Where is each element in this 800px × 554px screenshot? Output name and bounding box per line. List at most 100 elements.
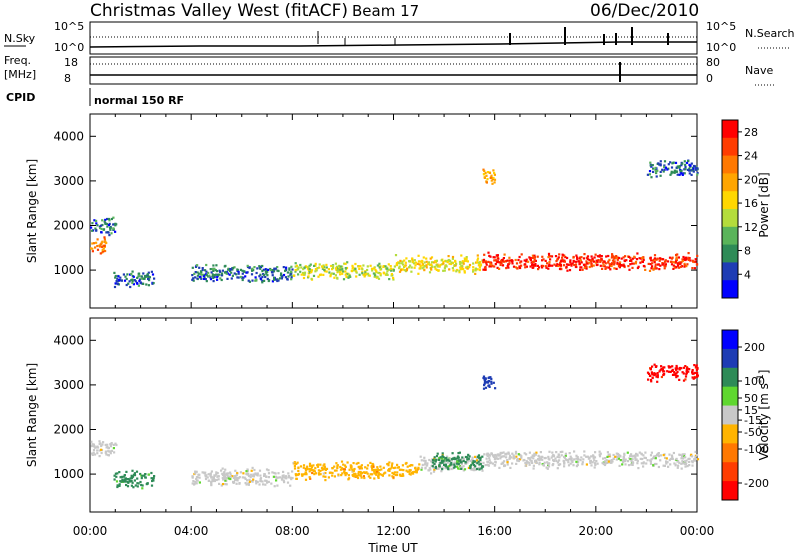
velocity-cell	[226, 475, 229, 478]
velocity-cell	[322, 472, 325, 475]
power-cell	[583, 266, 586, 270]
velocity-cell	[663, 464, 666, 467]
power-cell	[682, 255, 685, 259]
power-cell	[255, 278, 258, 281]
velocity-cell	[297, 472, 301, 475]
power-cell	[614, 257, 617, 260]
power-cell	[556, 257, 559, 260]
velocity-cell	[297, 466, 300, 469]
velocity-cell	[681, 453, 684, 456]
power-cell	[212, 269, 215, 272]
velocity-cell	[392, 472, 395, 475]
velocity-cell	[483, 382, 486, 385]
power-cell	[201, 267, 204, 270]
power-cell	[647, 262, 650, 265]
velocity-cell	[409, 473, 412, 476]
velocity-cell	[631, 462, 634, 465]
power-cell	[300, 266, 303, 269]
power-cell	[594, 253, 597, 256]
power-cell	[695, 167, 698, 170]
velocity-cell	[359, 472, 362, 475]
power-colorbar-swatch	[722, 137, 738, 157]
velocity-cell	[460, 463, 463, 466]
velocity-cell	[675, 376, 678, 379]
velocity-cell	[435, 458, 438, 461]
velocity-cell	[303, 473, 306, 476]
power-cell	[110, 217, 113, 221]
power-cell	[654, 265, 657, 268]
power-cell	[576, 257, 579, 261]
velocity-cell	[677, 464, 680, 467]
velocity-cell	[227, 477, 230, 480]
velocity-cell	[123, 474, 126, 477]
velocity-cell	[671, 456, 674, 459]
power-cell	[261, 279, 264, 282]
velocity-cell	[291, 476, 294, 480]
power-cell	[506, 259, 509, 262]
power-cell	[294, 269, 297, 272]
velocity-cell	[589, 460, 592, 463]
velocity-cell	[656, 376, 659, 379]
velocity-cell	[423, 456, 426, 459]
power-cell	[247, 279, 250, 282]
power-cell	[355, 270, 358, 273]
velocity-cell	[276, 484, 279, 487]
velocity-cell	[514, 450, 518, 453]
velocity-cell	[684, 378, 687, 381]
velocity-cell	[643, 456, 646, 459]
velocity-cell	[194, 470, 197, 473]
velocity-cell	[669, 365, 672, 368]
velocity-cell	[376, 466, 379, 469]
velocity-cell	[568, 457, 571, 461]
power-cell	[193, 272, 196, 275]
power-cell	[373, 275, 376, 278]
velocity-cell	[556, 455, 559, 458]
velocity-cell	[419, 455, 422, 458]
time-axis-label: Time UT	[367, 541, 418, 554]
cpid-label: CPID	[6, 91, 35, 104]
velocity-cell	[386, 463, 389, 466]
power-cell	[508, 256, 511, 259]
velocity-cell	[531, 461, 534, 464]
power-cell	[204, 278, 207, 281]
power-cell	[347, 276, 350, 279]
velocity-cell	[275, 476, 278, 480]
velocity-cell	[323, 463, 326, 466]
velocity-cell	[495, 457, 498, 460]
velocity-cell	[499, 457, 502, 460]
velocity-cell	[415, 469, 418, 472]
velocity-cell	[561, 450, 564, 453]
power-echo-region-7	[482, 168, 497, 185]
velocity-cell	[514, 452, 518, 455]
nsky-panel	[89, 21, 698, 55]
power-cell	[533, 256, 536, 259]
power-cell	[544, 259, 547, 262]
velocity-cell	[322, 475, 325, 478]
power-cell	[696, 173, 699, 176]
velocity-cell	[440, 457, 443, 460]
power-colorbar-tick-label: 12	[744, 221, 758, 234]
power-cell	[574, 263, 578, 266]
velocity-cell	[470, 468, 473, 471]
power-cell	[290, 274, 293, 277]
velocity-cell	[104, 443, 107, 446]
velocity-cell	[674, 464, 677, 467]
power-cell	[556, 263, 559, 266]
power-cell	[452, 269, 455, 272]
velocity-cell	[598, 453, 602, 456]
velocity-cell	[481, 455, 484, 458]
power-cell	[387, 263, 390, 266]
power-cell	[506, 265, 509, 268]
velocity-cell	[349, 464, 352, 467]
velocity-cell	[302, 466, 305, 469]
power-cell	[604, 262, 607, 265]
velocity-cell	[696, 373, 699, 377]
power-cell	[549, 255, 552, 258]
power-cell	[231, 268, 234, 271]
velocity-cell	[448, 458, 451, 461]
velocity-cell	[195, 477, 198, 481]
velocity-cell	[116, 484, 119, 487]
velocity-cell	[247, 472, 250, 475]
power-cell	[334, 262, 337, 265]
velocity-ytick-label: 3000	[53, 378, 84, 392]
